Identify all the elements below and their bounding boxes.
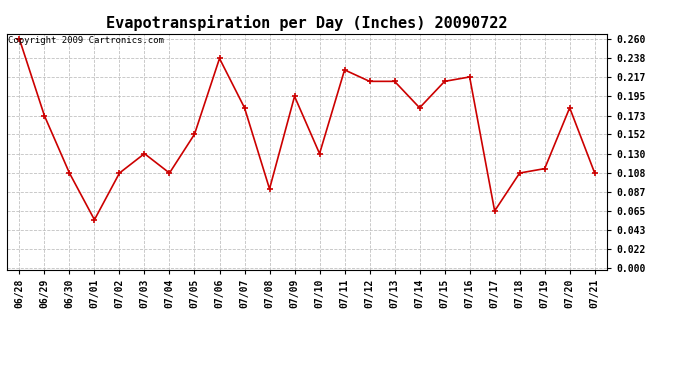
Text: Copyright 2009 Cartronics.com: Copyright 2009 Cartronics.com [8,36,164,45]
Title: Evapotranspiration per Day (Inches) 20090722: Evapotranspiration per Day (Inches) 2009… [106,15,508,31]
